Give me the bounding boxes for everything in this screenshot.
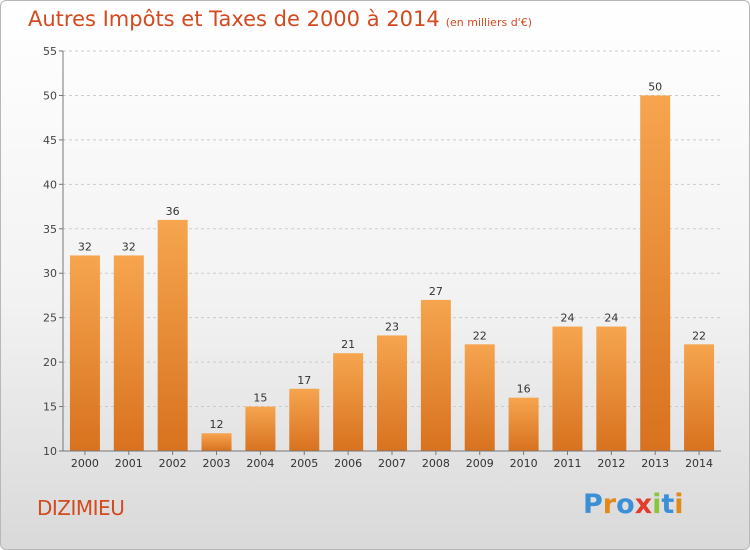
bar [113, 255, 144, 451]
x-tick-label: 2014 [685, 457, 713, 470]
bar [245, 406, 276, 451]
logo-letter: P [583, 489, 603, 520]
bar [377, 335, 407, 451]
bar-value-label: 16 [517, 383, 531, 396]
logo-letter: i [674, 489, 684, 520]
bar-layer: 32 32 36 12 15 17 21 23 27 22 16 24 24 50 22 [69, 80, 715, 451]
bar-value-label: 23 [385, 320, 399, 333]
town-name: DIZIMIEU [37, 496, 125, 520]
bar-value-label: 36 [166, 205, 180, 218]
bar [289, 388, 320, 451]
bar [201, 433, 232, 451]
x-tick-label: 2006 [334, 457, 362, 470]
proxiti-logo[interactable]: Proxiti [583, 489, 684, 520]
bar-value-label: 32 [122, 240, 136, 253]
chart-title-text: Autres Impôts et Taxes de 2000 à 2014 [28, 7, 440, 31]
axis-layer: 10 15 20 25 30 35 40 45 50 55 2000 2001 2002 2003 2004… [43, 45, 721, 470]
x-tick-label: 2013 [641, 457, 669, 470]
y-tick-label: 35 [43, 223, 57, 236]
bar [333, 353, 364, 451]
x-tick-label: 2004 [246, 457, 274, 470]
y-tick-label: 20 [43, 356, 57, 369]
bar [69, 255, 100, 451]
x-tick-label: 2008 [422, 457, 450, 470]
y-tick-label: 45 [43, 134, 57, 147]
bar [157, 219, 188, 451]
bar [552, 326, 583, 451]
bar [464, 344, 495, 451]
y-tick-label: 15 [43, 401, 57, 414]
x-tick-label: 2005 [290, 457, 318, 470]
x-tick-label: 2003 [203, 457, 231, 470]
x-tick-label: 2011 [553, 457, 581, 470]
x-tick-label: 2012 [597, 457, 625, 470]
bar [684, 344, 715, 451]
x-tick-label: 2009 [466, 457, 494, 470]
bar-value-label: 27 [429, 285, 443, 298]
bar [420, 299, 451, 451]
y-tick-label: 50 [43, 89, 57, 102]
bar-value-label: 12 [210, 418, 224, 431]
bar-value-label: 22 [473, 329, 487, 342]
bar-value-label: 50 [648, 80, 662, 93]
y-tick-label: 10 [43, 445, 57, 458]
bar-value-label: 22 [692, 329, 706, 342]
bar [596, 326, 627, 451]
bar-value-label: 17 [297, 374, 311, 387]
x-tick-label: 2010 [510, 457, 538, 470]
x-tick-label: 2001 [115, 457, 143, 470]
chart-title: Autres Impôts et Taxes de 2000 à 2014 (en… [28, 7, 532, 31]
logo-letter: o [616, 489, 635, 520]
bar [640, 95, 671, 451]
bar-value-label: 32 [78, 240, 92, 253]
y-tick-label: 55 [43, 45, 57, 58]
bar-value-label: 15 [253, 392, 267, 405]
y-tick-label: 25 [43, 312, 57, 325]
bar-value-label: 24 [560, 312, 574, 325]
logo-letter: r [602, 489, 617, 520]
x-tick-label: 2002 [159, 457, 187, 470]
logo-letter: t [661, 489, 675, 520]
y-tick-label: 40 [43, 178, 57, 191]
bar-value-label: 24 [604, 312, 618, 325]
x-tick-label: 2007 [378, 457, 406, 470]
bar [508, 397, 539, 451]
x-tick-label: 2000 [71, 457, 99, 470]
chart-title-unit: (en milliers d'€) [445, 16, 532, 29]
bar-value-label: 21 [341, 338, 355, 351]
logo-letter: i [652, 489, 662, 520]
logo-letter: x [634, 489, 653, 520]
y-tick-label: 30 [43, 267, 57, 280]
